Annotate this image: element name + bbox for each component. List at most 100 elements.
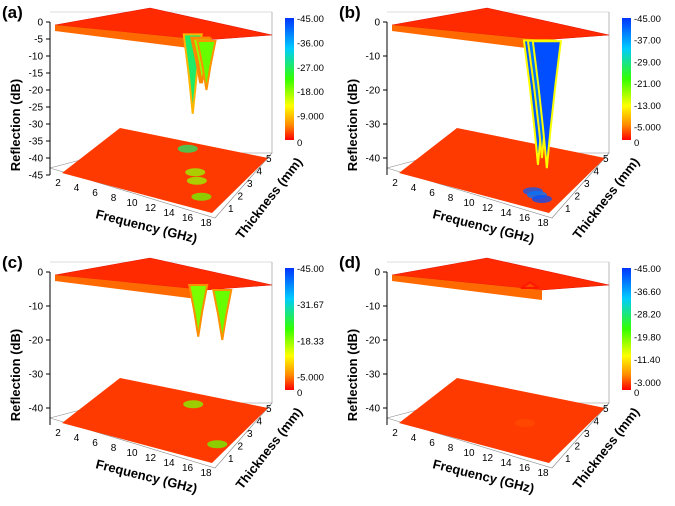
- z-tick-label: -20: [29, 336, 44, 347]
- z-tick-label: -25: [29, 103, 44, 114]
- chart-panel-2: 0-10-20-30-402 4 6 8 10 12 14 16 1812345Frequenc…: [2, 253, 324, 496]
- z-tick-label: 0: [374, 18, 380, 29]
- x-tick-label: 6: [92, 188, 98, 199]
- colorbar-tick-label: -27.00: [297, 63, 324, 74]
- y-tick-label: 1: [565, 204, 571, 215]
- colorbar-tick-label: -29.00: [634, 57, 661, 68]
- z-tick-label: -30: [366, 370, 381, 381]
- y-tick-label: 4: [257, 417, 263, 428]
- x-tick-label: 18: [200, 468, 212, 479]
- floor-dip-spot-0: [183, 400, 204, 409]
- x-tick-label: 16: [182, 463, 194, 474]
- colorbar-tick-label: -5.000: [634, 122, 661, 133]
- colorbar-tick-label: -9.000: [297, 112, 324, 123]
- surface-sheet: [54, 257, 273, 291]
- x-tick-label: 16: [182, 213, 194, 224]
- y-tick-label: 3: [584, 429, 590, 440]
- x-tick-label: 2: [55, 428, 61, 439]
- colorbar-tick-label: -45.00: [297, 14, 324, 25]
- z-tick-label: -10: [29, 52, 44, 63]
- surface-front-edge: [55, 25, 205, 50]
- surface-dip-1: [212, 289, 233, 341]
- z-axis-title: Reflection (dB): [8, 329, 23, 421]
- colorbar-tick-label: -18.33: [297, 336, 324, 347]
- y-tick-label: 1: [228, 204, 234, 215]
- x-tick-label: 12: [482, 203, 494, 214]
- z-tick-label: -45: [29, 171, 44, 182]
- x-tick-label: 6: [429, 438, 435, 449]
- x-tick-label: 14: [500, 458, 512, 469]
- colorbar: [622, 18, 631, 140]
- z-tick-label: -40: [29, 404, 44, 415]
- floor-heatmap: [62, 128, 268, 213]
- z-tick-label: -30: [366, 120, 381, 131]
- x-tick-label: 18: [537, 218, 549, 229]
- y-tick-label: 2: [575, 442, 581, 453]
- z-tick-label: -15: [29, 69, 44, 80]
- colorbar-tick-label: 0: [297, 138, 302, 149]
- y-tick-label: 2: [238, 442, 244, 453]
- colorbar-tick-label: -3.000: [634, 378, 661, 389]
- colorbar-tick-label: -45.00: [297, 264, 324, 275]
- surface-sheet: [391, 257, 610, 291]
- z-tick-label: -20: [29, 86, 44, 97]
- x-tick-label: 6: [92, 438, 98, 449]
- surface-dip-2: [531, 40, 562, 169]
- z-tick-label: -10: [366, 302, 381, 313]
- chart-panel-3: 0-10-20-30-402 4 6 8 10 12 14 16 1812345Frequenc…: [339, 253, 661, 496]
- z-tick-label: -10: [366, 52, 381, 63]
- x-tick-label: 18: [200, 218, 212, 229]
- x-tick-label: 8: [111, 443, 117, 454]
- x-tick-label: 8: [448, 193, 454, 204]
- y-tick-label: 5: [266, 154, 272, 165]
- floor-dip-spot-0: [177, 144, 198, 153]
- floor-dip-spot-2: [186, 176, 207, 185]
- floor-dip-spot-1: [185, 168, 206, 177]
- x-tick-label: 16: [519, 213, 531, 224]
- x-tick-label: 10: [463, 448, 475, 459]
- x-tick-label: 8: [448, 443, 454, 454]
- surface-dip-0: [188, 284, 209, 337]
- x-tick-label: 2: [55, 178, 61, 189]
- colorbar-tick-label: -18.00: [297, 87, 324, 98]
- x-tick-label: 12: [482, 453, 494, 464]
- colorbar: [622, 268, 631, 390]
- y-tick-label: 3: [247, 179, 253, 190]
- surface-front-edge: [55, 275, 205, 300]
- x-tick-label: 10: [463, 198, 475, 209]
- colorbar-tick-label: -31.67: [297, 300, 324, 311]
- surface-sheet: [391, 7, 610, 41]
- colorbar-tick-label: -21.00: [634, 79, 661, 90]
- z-tick-label: -20: [366, 86, 381, 97]
- z-tick-label: -30: [29, 120, 44, 131]
- panel-label: (a): [2, 3, 23, 22]
- y-tick-label: 3: [584, 179, 590, 190]
- x-tick-label: 18: [537, 468, 549, 479]
- x-tick-label: 14: [163, 208, 175, 219]
- colorbar-tick-label: -45.00: [634, 264, 661, 275]
- y-tick-label: 5: [266, 404, 272, 415]
- x-tick-label: 12: [145, 453, 157, 464]
- y-tick-label: 1: [228, 454, 234, 465]
- colorbar-tick-label: -11.40: [634, 355, 660, 366]
- colorbar: [285, 268, 294, 390]
- colorbar-tick-label: -36.60: [634, 287, 661, 298]
- z-tick-label: 0: [37, 18, 43, 29]
- colorbar-tick-label: 0: [297, 388, 302, 399]
- surface-front-edge: [392, 25, 542, 50]
- x-tick-label: 2: [392, 178, 398, 189]
- y-tick-label: 5: [603, 404, 609, 415]
- panel-label: (d): [339, 253, 361, 272]
- z-tick-label: -20: [366, 336, 381, 347]
- floor-dip-spot-0: [514, 419, 535, 427]
- surface-sheet: [54, 7, 273, 41]
- x-tick-label: 16: [519, 463, 531, 474]
- x-tick-label: 4: [74, 433, 80, 444]
- colorbar-tick-label: -19.80: [634, 332, 661, 343]
- colorbar-tick-label: -5.000: [297, 372, 324, 383]
- colorbar-tick-label: -45.00: [634, 14, 661, 25]
- chart-panel-1: 0-10-20-30-402 4 6 8 10 12 14 16 1812345Frequenc…: [339, 3, 661, 246]
- y-tick-label: 2: [238, 192, 244, 203]
- colorbar-tick-label: -13.00: [634, 101, 661, 112]
